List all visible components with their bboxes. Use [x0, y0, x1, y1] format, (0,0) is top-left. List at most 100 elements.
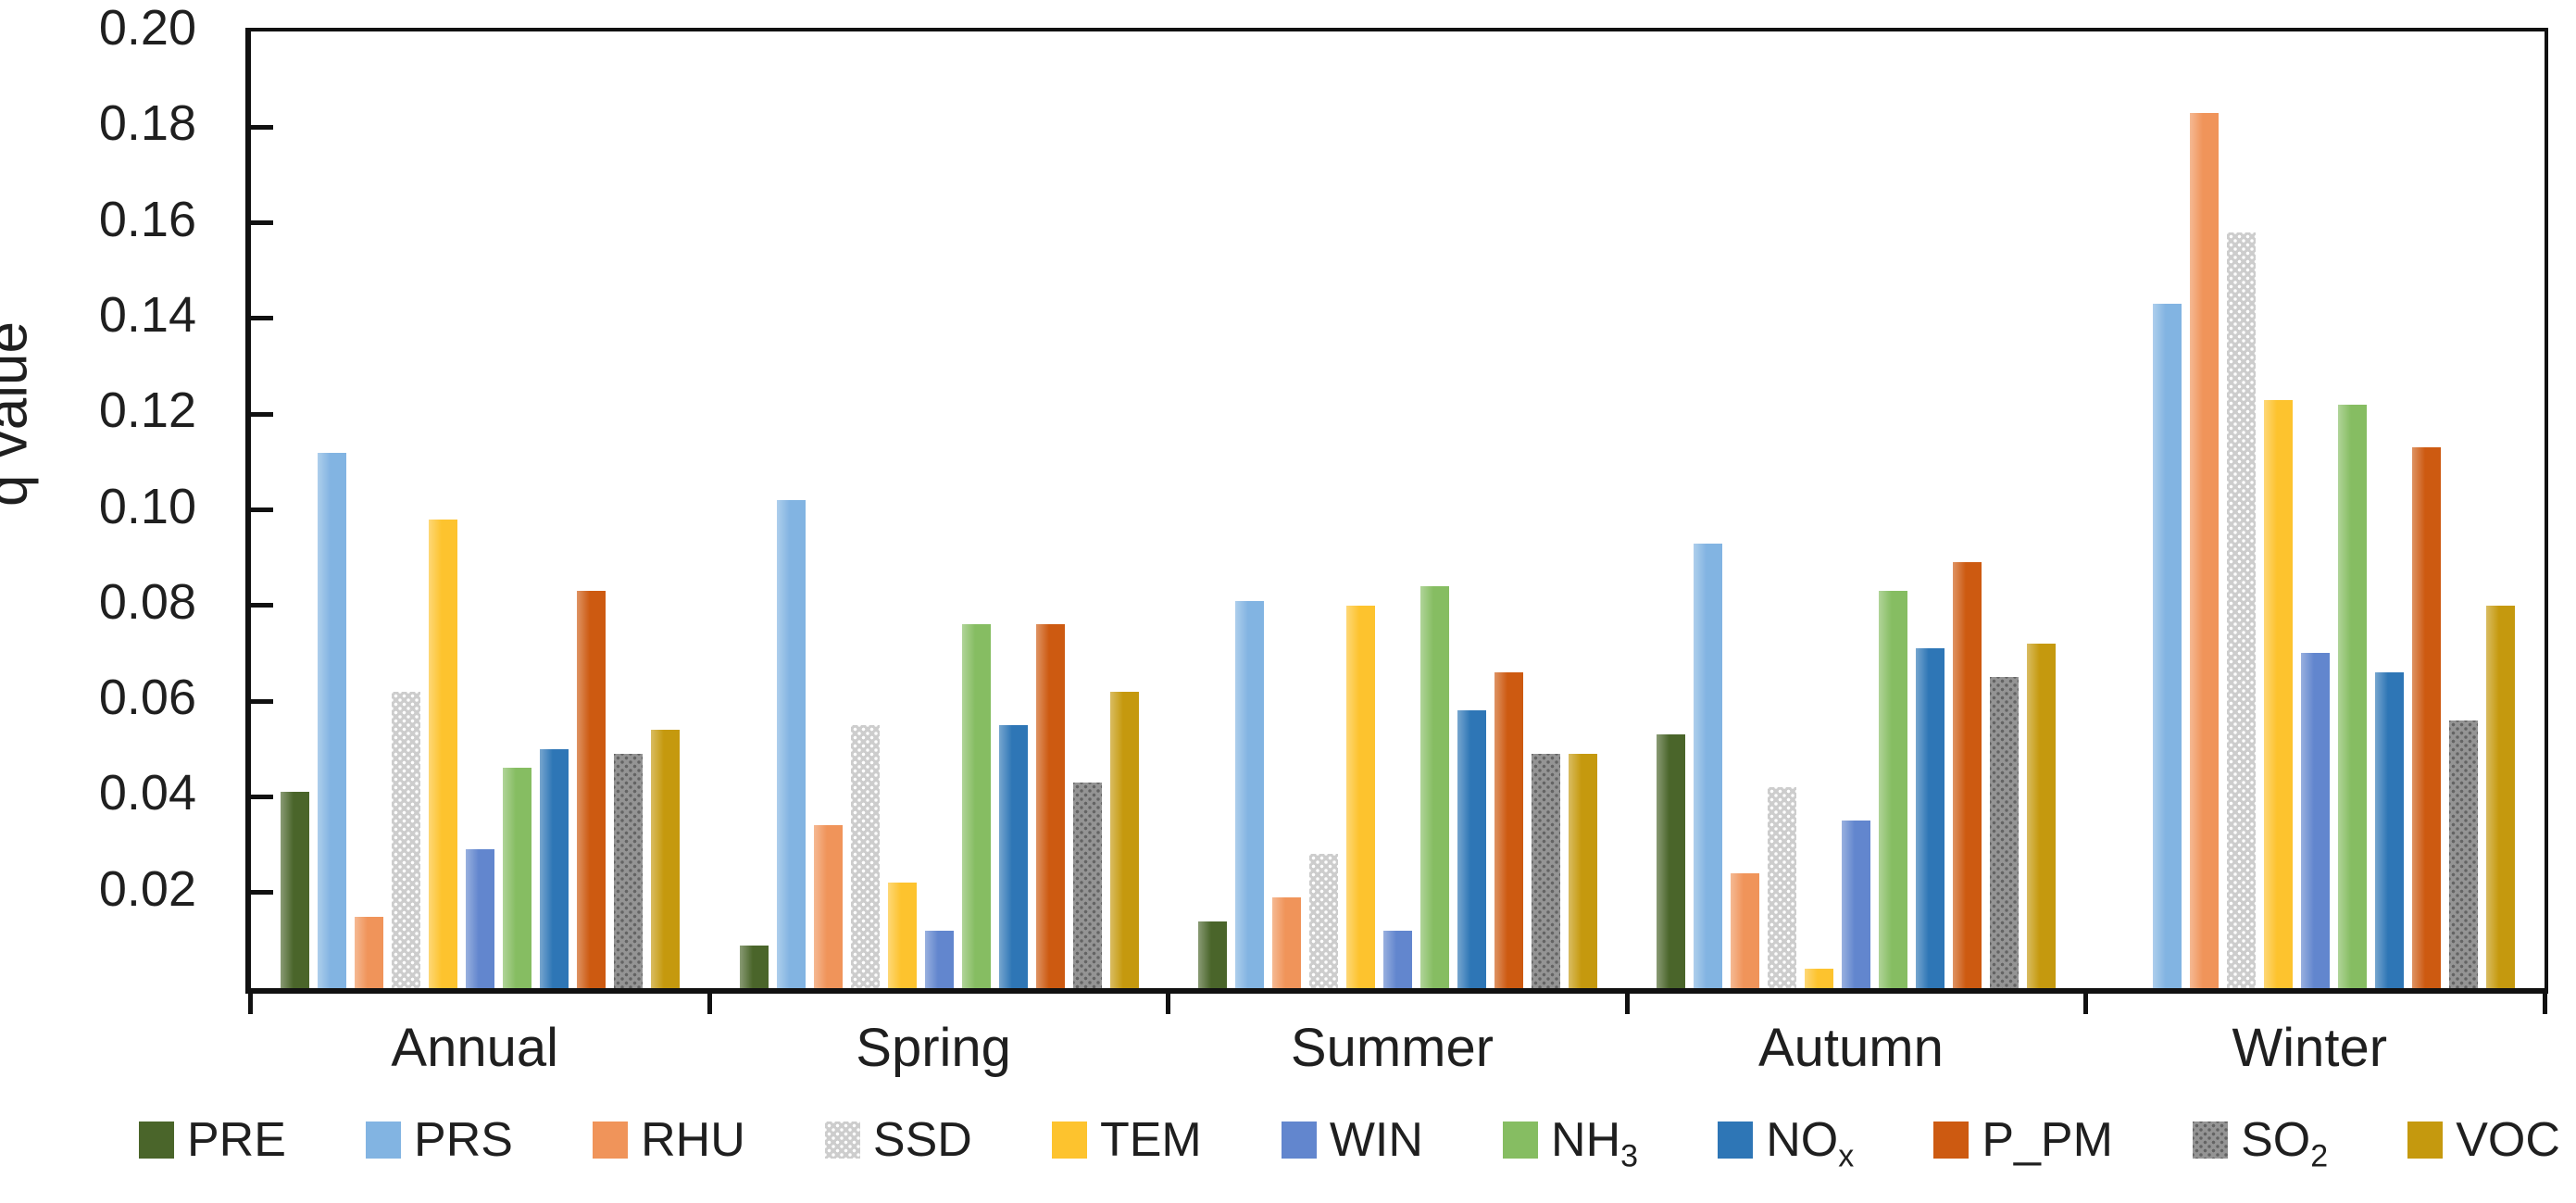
- bar-NH3-annual: [503, 768, 532, 988]
- bar-NH3-spring: [961, 624, 991, 988]
- bar-group-annual: [251, 31, 709, 988]
- category-label-summer: Summer: [1290, 1018, 1494, 1078]
- bar-P_PM-summer: [1494, 672, 1523, 988]
- bar-SSD-spring: [850, 724, 880, 988]
- bar-PRE-summer: [1197, 921, 1227, 988]
- legend-label-rhu: RHU: [641, 1113, 745, 1167]
- bar-NOx-winter: [2374, 672, 2404, 988]
- legend-label-prs: PRS: [414, 1113, 513, 1167]
- x-axis-tick: [1624, 994, 1630, 1014]
- y-tick-label: 0.06: [98, 670, 196, 726]
- y-tick-label: 0.02: [98, 860, 196, 917]
- chart-legend: PRE PRS RHU SSD TEM WIN NH3 NOx P_PM SO2 VOC: [139, 1108, 2560, 1172]
- bar-VOC-autumn: [2027, 644, 2057, 988]
- bar-SO2-winter: [2448, 720, 2478, 988]
- legend-label-ssd: SSD: [872, 1113, 972, 1167]
- bar-NH3-winter: [2337, 404, 2367, 988]
- bar-RHU-spring: [813, 825, 843, 988]
- bar-SSD-summer: [1308, 854, 1338, 988]
- bar-WIN-summer: [1382, 931, 1412, 988]
- y-tick-label: 0.20: [98, 0, 196, 56]
- legend-label-win: WIN: [1329, 1113, 1423, 1167]
- bar-TEM-autumn: [1805, 969, 1834, 988]
- legend-swatch-p_pm: [1933, 1122, 1970, 1159]
- y-axis-tick: [251, 698, 273, 704]
- legend-label-pre: PRE: [187, 1113, 286, 1167]
- x-axis-tick: [248, 994, 253, 1014]
- legend-swatch-ssd: [824, 1122, 860, 1159]
- x-axis-tick: [1166, 994, 1171, 1014]
- y-axis-tick: [251, 603, 273, 608]
- legend-item-voc: VOC: [2407, 1116, 2560, 1164]
- y-tick-label: 0.16: [98, 191, 196, 247]
- bar-WIN-annual: [466, 849, 495, 988]
- bar-NOx-autumn: [1916, 648, 1945, 988]
- x-axis-tick: [2543, 994, 2547, 1014]
- bar-group-summer: [1169, 31, 1627, 988]
- bar-PRE-autumn: [1657, 734, 1686, 988]
- bar-WIN-spring: [924, 931, 954, 988]
- category-label-winter: Winter: [2232, 1018, 2388, 1078]
- bar-group-winter: [2086, 31, 2545, 988]
- bar-PRE-spring: [739, 945, 769, 988]
- legend-swatch-win: [1281, 1122, 1317, 1159]
- bar-PRE-annual: [281, 792, 310, 988]
- plot-area: [245, 28, 2548, 1014]
- legend-label-p_pm: P_PM: [1982, 1113, 2113, 1167]
- bar-SO2-summer: [1531, 753, 1560, 988]
- bar-TEM-winter: [2263, 399, 2293, 988]
- bar-P_PM-autumn: [1953, 562, 1982, 988]
- bar-VOC-summer: [1568, 753, 1597, 988]
- legend-item-nox: NOx: [1718, 1113, 1855, 1174]
- bar-PRS-summer: [1234, 600, 1264, 988]
- legend-item-win: WIN: [1281, 1113, 1423, 1167]
- bar-SO2-spring: [1072, 782, 1102, 988]
- bar-RHU-summer: [1271, 896, 1301, 988]
- category-label-spring: Spring: [856, 1018, 1011, 1078]
- legend-label-nox: NOx: [1766, 1113, 1855, 1174]
- legend-item-nh3: NH3: [1503, 1113, 1639, 1174]
- y-axis-tick-labels: 0.20 0.18 0.16 0.14 0.12 0.10 0.08 0.06 0.04 0.02: [0, 0, 231, 1203]
- y-axis-tick: [251, 124, 273, 130]
- legend-label-nh3: NH3: [1551, 1113, 1639, 1174]
- legend-label-tem: TEM: [1099, 1113, 1202, 1167]
- y-axis-title: q value: [0, 321, 40, 507]
- legend-swatch-tem: [1051, 1122, 1087, 1159]
- y-tick-label: 0.04: [98, 765, 196, 821]
- bar-P_PM-winter: [2411, 447, 2441, 988]
- legend-item-rhu: RHU: [593, 1116, 745, 1164]
- y-axis-tick: [251, 890, 273, 896]
- y-axis-tick: [251, 220, 273, 226]
- y-axis-tick: [251, 411, 273, 417]
- bar-group-autumn: [1627, 31, 2085, 988]
- bar-P_PM-annual: [577, 591, 606, 988]
- bar-PRS-autumn: [1694, 543, 1723, 988]
- legend-swatch-nox: [1718, 1122, 1754, 1159]
- bar-WIN-winter: [2300, 653, 2330, 988]
- legend-swatch-nh3: [1503, 1122, 1539, 1159]
- bar-TEM-spring: [887, 883, 917, 988]
- y-axis-tick: [251, 316, 273, 321]
- legend-label-so2: SO2: [2241, 1113, 2329, 1174]
- bar-NOx-summer: [1457, 710, 1486, 988]
- bar-SSD-autumn: [1768, 787, 1797, 988]
- legend-item-p_pm: P_PM: [1933, 1116, 2113, 1164]
- legend-item-ssd: SSD: [824, 1113, 972, 1167]
- legend-item-tem: TEM: [1051, 1113, 1202, 1167]
- category-label-annual: Annual: [391, 1018, 558, 1078]
- legend-swatch-voc: [2407, 1122, 2444, 1159]
- bar-RHU-autumn: [1731, 873, 1760, 988]
- bar-VOC-winter: [2485, 605, 2515, 988]
- bar-TEM-summer: [1345, 605, 1375, 988]
- legend-item-so2: SO2: [2193, 1113, 2329, 1174]
- bar-VOC-spring: [1109, 691, 1139, 988]
- y-tick-label: 0.18: [98, 95, 196, 152]
- bar-group-spring: [709, 31, 1168, 988]
- bar-SSD-winter: [2226, 232, 2256, 988]
- bar-SSD-annual: [392, 691, 421, 988]
- bar-NH3-autumn: [1879, 591, 1908, 988]
- bar-VOC-annual: [651, 730, 681, 988]
- bar-TEM-annual: [429, 519, 458, 988]
- bar-P_PM-spring: [1035, 624, 1065, 988]
